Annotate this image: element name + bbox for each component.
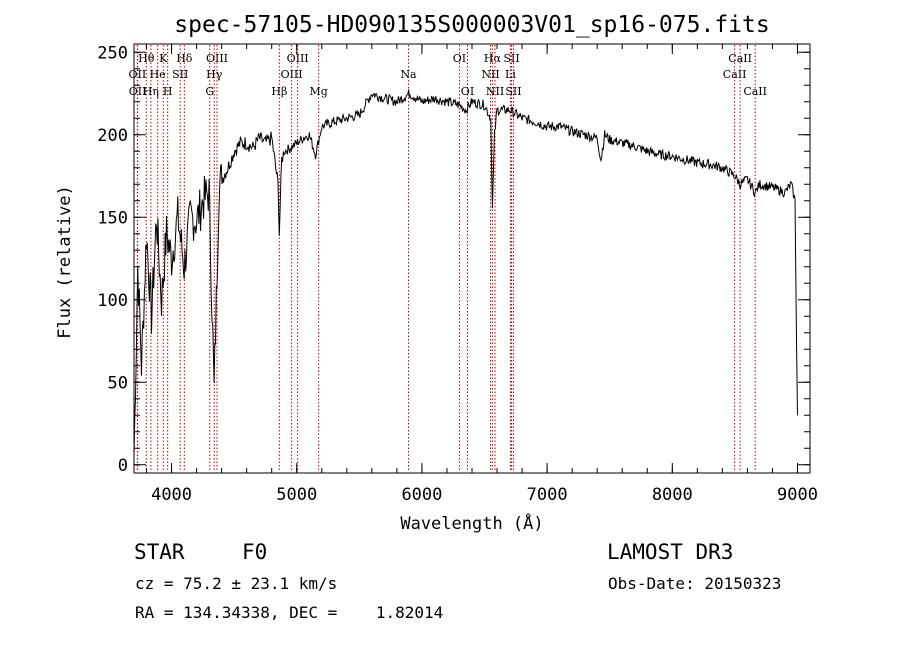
spectral-line-label: OI	[461, 85, 474, 98]
y-tick-label: 50	[108, 373, 128, 393]
spectral-line-label: OIII	[206, 52, 228, 65]
spectral-line-label: K	[159, 52, 168, 65]
y-axis-label: Flux (relative)	[55, 185, 75, 339]
spectrum-line	[133, 89, 798, 457]
spectral-line-label: Hθ	[138, 52, 155, 65]
object-subclass: F0	[242, 540, 268, 564]
x-tick-label: 5000	[276, 485, 317, 505]
spectral-line-label: NII	[481, 68, 499, 81]
spectral-line-label: H	[163, 85, 173, 98]
y-axis: 0 50 100 150 200 250	[97, 43, 810, 476]
spectral-line-label: He	[150, 68, 166, 81]
coordinates: RA = 134.34338, DEC = 1.82014	[135, 603, 444, 622]
spectral-line-label: Na	[400, 68, 417, 81]
y-tick-label: 200	[97, 126, 128, 146]
x-tick-label: 7000	[527, 485, 568, 505]
spectral-line-label: OI	[453, 52, 466, 65]
y-tick-label: 150	[97, 208, 128, 228]
spectrum-series	[133, 89, 798, 457]
spectral-line-label: SII	[503, 52, 519, 65]
x-tick-label: 8000	[652, 485, 693, 505]
survey-name: LAMOST DR3	[607, 540, 734, 564]
redshift-cz: cz = 75.2 ± 23.1 km/s	[135, 574, 338, 593]
spectral-line-label: G	[205, 85, 214, 98]
spectral-line-label: Hδ	[176, 52, 193, 65]
spectral-line-label: Li	[505, 68, 516, 81]
spectral-line-label: CaII	[723, 68, 747, 81]
spectral-line-label: SII	[172, 68, 188, 81]
spectral-line-label: SII	[505, 85, 521, 98]
spectral-line-label: Hα	[484, 52, 502, 65]
spectral-line-label: NII	[486, 85, 504, 98]
chart-title: spec-57105-HD090135S000003V01_sp16-075.f…	[174, 12, 769, 38]
object-class: STAR	[134, 540, 185, 564]
x-axis-label: Wavelength (Å)	[400, 512, 543, 534]
plot-frame	[133, 43, 811, 474]
x-tick-label: 6000	[401, 485, 442, 505]
spectral-line-label: Mg	[309, 85, 327, 98]
spectral-line-label: Hη	[143, 85, 159, 98]
spectral-line-label: OII	[129, 85, 147, 98]
x-axis: 4000 5000 6000 7000 8000 9000	[146, 44, 818, 505]
spectral-line-label: Hγ	[206, 68, 223, 81]
spectral-line-label: Hβ	[271, 85, 287, 98]
spectral-line-label: CaII	[728, 52, 752, 65]
x-tick-label: 4000	[151, 485, 192, 505]
spectral-line-label: OIII	[281, 68, 303, 81]
x-tick-label: 9000	[777, 485, 818, 505]
spectral-line-label: OIII	[287, 52, 309, 65]
y-tick-label: 0	[118, 456, 128, 476]
obs-date: Obs-Date: 20150323	[608, 574, 782, 593]
spectral-line-label: CaII	[743, 85, 767, 98]
y-tick-label: 250	[97, 43, 128, 63]
y-tick-label: 100	[97, 291, 128, 311]
